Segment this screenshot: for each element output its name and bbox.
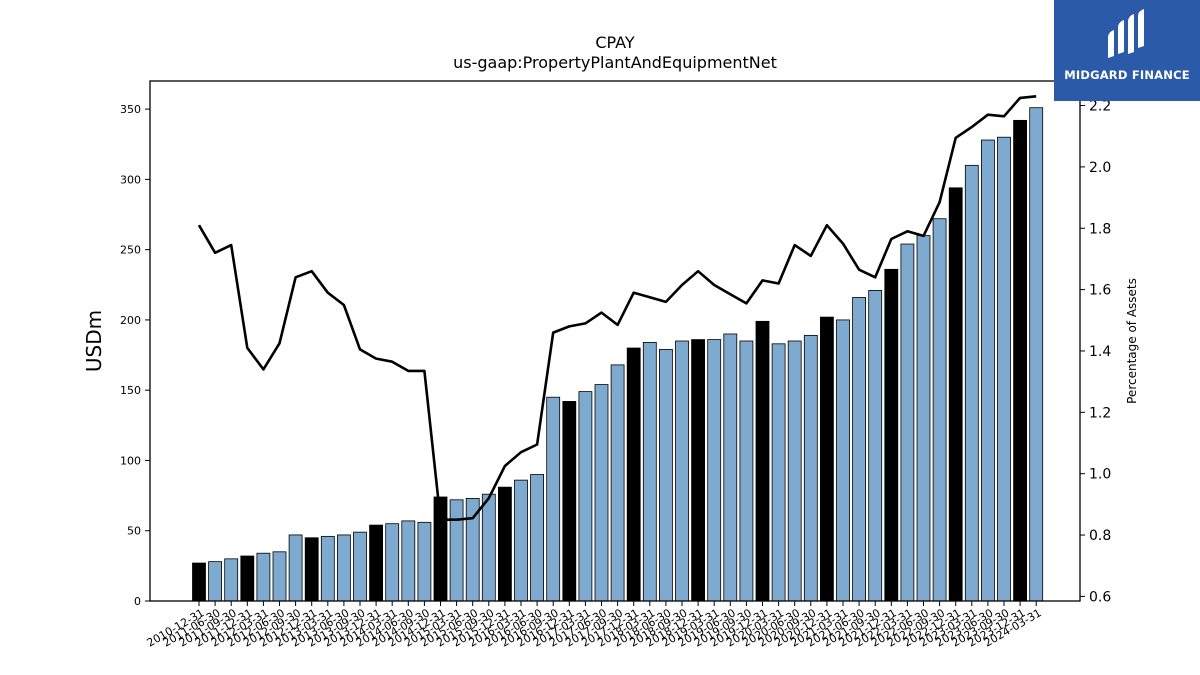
bar [610, 364, 625, 602]
bar [336, 534, 351, 602]
bar [562, 401, 577, 602]
bar [530, 474, 544, 602]
bar [417, 521, 432, 602]
bar [385, 523, 400, 602]
bar [208, 561, 223, 602]
bar [707, 339, 722, 602]
percentage-line [197, 95, 1037, 522]
bar [964, 164, 979, 602]
bar [1029, 107, 1044, 602]
y-right-tick-label: 1.8 [1089, 221, 1111, 237]
y-right-tick-label: 1.0 [1089, 467, 1111, 483]
bar [771, 343, 786, 602]
bar [820, 316, 834, 602]
bar [288, 534, 303, 602]
bar [691, 339, 705, 602]
y-left-tick-label: 0 [134, 595, 141, 608]
bar [900, 243, 915, 602]
bar [884, 268, 899, 602]
bar [304, 537, 319, 602]
bar [675, 340, 689, 602]
y-left-tick-label: 200 [120, 314, 141, 327]
bar [240, 555, 255, 602]
bar [803, 334, 818, 602]
midgard-logo-icon [1108, 9, 1144, 58]
bar [642, 342, 657, 602]
y-left-tick-label: 50 [127, 525, 141, 538]
y-right-tick-label: 0.8 [1089, 528, 1111, 544]
y-left-tick-label: 150 [120, 384, 141, 397]
bar [626, 347, 641, 602]
y-left-tick-label: 100 [120, 454, 141, 467]
bar [497, 486, 512, 602]
y-right-tick-label: 1.2 [1089, 405, 1111, 421]
y-left-tick-label: 350 [120, 103, 141, 116]
bar [755, 320, 770, 602]
bar [1013, 119, 1027, 602]
bar [256, 552, 271, 602]
bar [932, 218, 947, 602]
bar [916, 235, 931, 602]
bar [868, 290, 883, 602]
bar [578, 391, 593, 602]
bar [192, 562, 206, 602]
chart-title: CPAY [595, 33, 635, 52]
bar [320, 535, 335, 602]
y-right-tick-label: 2.0 [1089, 160, 1111, 176]
bar [514, 479, 528, 602]
bar [224, 558, 239, 602]
chart-subtitle: us-gaap:PropertyPlantAndEquipmentNet [453, 53, 777, 72]
bar [948, 187, 963, 602]
line-series [197, 95, 1037, 522]
y-right-tick-label: 1.6 [1089, 283, 1111, 299]
bar [594, 384, 609, 602]
axes: 0 50 100 150 200 250 300 350 0.6 0.8 1.0 1.2 1.4 1.6 1… [120, 80, 1111, 650]
bar [272, 551, 287, 602]
y-right-tick-label: 2.2 [1089, 99, 1111, 115]
bar [739, 340, 754, 602]
bar [481, 493, 496, 602]
bar [836, 319, 850, 602]
brand-logo: MIDGARD FINANCE [1054, 0, 1200, 101]
bar [852, 297, 866, 602]
y-right-tick-label: 0.6 [1089, 589, 1111, 605]
bar [449, 499, 464, 602]
y-axis-left-label: USDm [82, 310, 106, 372]
bar [659, 349, 673, 602]
y-axis-right-label: Percentage of Assets [1125, 278, 1139, 404]
bar [401, 520, 416, 602]
y-right-tick-label: 1.4 [1089, 344, 1111, 360]
bar [981, 139, 995, 602]
brand-logo-text: MIDGARD FINANCE [1064, 68, 1190, 82]
bars [192, 107, 1044, 602]
y-left-tick-label: 250 [120, 244, 141, 257]
bar [546, 396, 561, 602]
bar [723, 333, 738, 602]
bar [353, 531, 367, 602]
y-left-tick-label: 300 [120, 173, 141, 186]
plot-frame [149, 80, 1081, 602]
bar [997, 136, 1011, 602]
bar [369, 524, 384, 602]
bar [787, 340, 802, 602]
